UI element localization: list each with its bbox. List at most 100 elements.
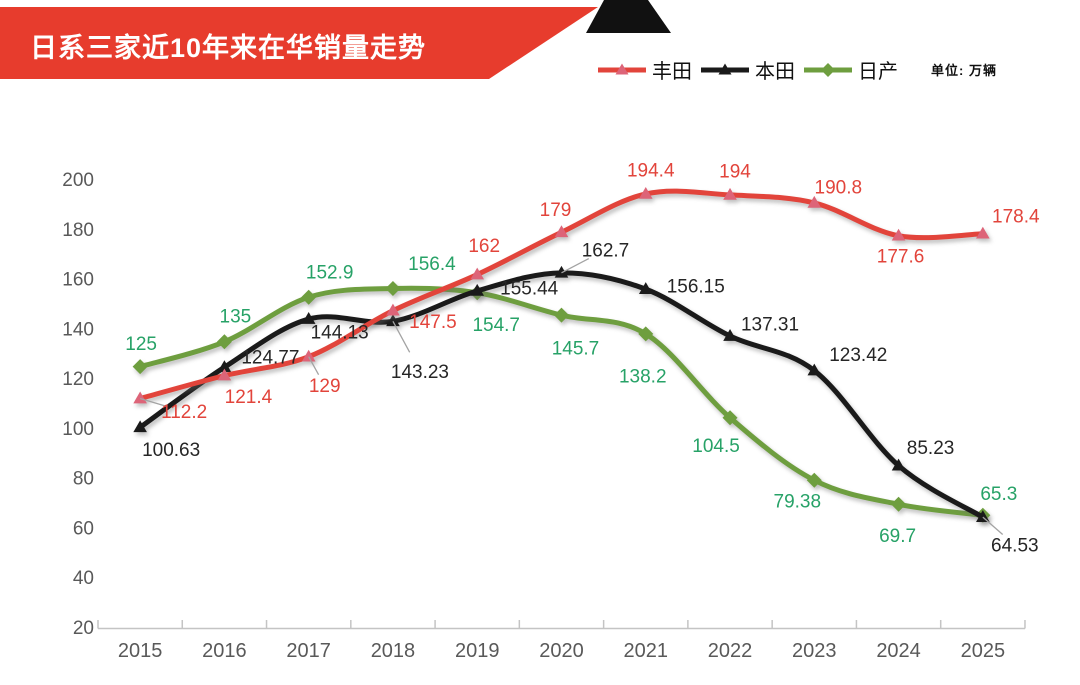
honda-marker-icon xyxy=(554,265,569,278)
legend-label-nissan: 日产 xyxy=(858,61,898,83)
toyota-marker-icon xyxy=(386,303,400,316)
nissan-marker-icon xyxy=(638,326,654,342)
honda-data-label: 143.23 xyxy=(391,362,449,383)
y-axis-label: 180 xyxy=(62,220,94,241)
legend-label-honda: 本田 xyxy=(755,61,795,83)
toyota-data-label: 129 xyxy=(309,376,341,397)
y-axis-label: 80 xyxy=(73,469,94,490)
honda-label-leader xyxy=(392,320,411,353)
x-axis-label: 2018 xyxy=(371,640,416,662)
x-axis-label: 2015 xyxy=(118,640,163,662)
honda-data-label: 144.13 xyxy=(311,323,369,344)
honda-data-label: 137.31 xyxy=(741,315,799,336)
y-axis-label: 100 xyxy=(62,419,94,440)
toyota-marker-icon xyxy=(976,226,990,239)
honda-label-leader xyxy=(561,257,590,274)
page-title: 日系三家近10年来在华销量走势 xyxy=(30,33,427,63)
toyota-marker-icon xyxy=(470,267,485,280)
nissan-data-label: 138.2 xyxy=(619,366,667,387)
x-axis-label: 2023 xyxy=(792,640,837,662)
honda-line-swatch-icon xyxy=(701,63,749,74)
x-axis-label: 2019 xyxy=(455,640,500,662)
x-axis-label: 2016 xyxy=(202,640,247,662)
nissan-marker-icon xyxy=(553,307,569,323)
y-axis-label: 140 xyxy=(62,319,94,340)
title-banner: 日系三家近10年来在华销量走势 xyxy=(0,0,1080,90)
x-axis-label: 2020 xyxy=(539,640,584,662)
nissan-data-label: 69.7 xyxy=(879,526,916,547)
toyota-marker-icon xyxy=(638,186,653,199)
nissan-data-label: 125 xyxy=(125,334,157,355)
y-axis-label: 60 xyxy=(73,518,94,539)
y-axis-label: 40 xyxy=(73,568,94,589)
honda-data-label: 85.23 xyxy=(907,438,955,459)
honda-data-label: 123.42 xyxy=(829,345,887,366)
legend: 丰田 本田 日产 单位: 万辆 xyxy=(598,55,997,84)
banner-shape xyxy=(0,0,671,79)
honda-data-label: 124.77 xyxy=(241,348,299,369)
toyota-data-label: 121.4 xyxy=(225,387,273,408)
honda-marker-icon xyxy=(723,329,737,341)
honda-label-leader xyxy=(982,516,1004,536)
nissan-data-label: 104.5 xyxy=(692,436,740,457)
toyota-data-label: 162 xyxy=(468,236,500,257)
nissan-marker-icon xyxy=(132,359,148,375)
honda-marker-icon xyxy=(133,420,147,433)
honda-marker-icon xyxy=(891,458,906,471)
honda-marker-icon xyxy=(638,282,653,294)
honda-marker-icon xyxy=(386,314,400,327)
honda-marker-icon xyxy=(301,312,316,324)
nissan-marker-icon xyxy=(301,289,317,305)
toyota-line-swatch-icon xyxy=(598,63,646,74)
nissan-data-label: 156.4 xyxy=(408,254,456,275)
honda-data-label: 155.44 xyxy=(500,278,559,299)
toyota-marker-icon xyxy=(723,187,737,200)
nissan-data-label: 135 xyxy=(220,306,252,327)
x-axis-label: 2024 xyxy=(876,640,921,662)
nissan-data-label: 145.7 xyxy=(552,339,600,360)
toyota-data-label: 194 xyxy=(719,161,751,182)
toyota-marker-icon xyxy=(301,349,316,362)
toyota-marker-icon xyxy=(891,228,906,241)
honda-data-label: 100.63 xyxy=(142,440,200,461)
y-axis-label: 20 xyxy=(73,618,94,639)
nissan-marker-icon xyxy=(385,281,401,297)
legend-label-toyota: 丰田 xyxy=(652,61,692,83)
nissan-data-label: 79.38 xyxy=(774,492,822,513)
toyota-marker-icon xyxy=(807,195,822,208)
honda-marker-icon xyxy=(976,510,990,522)
toyota-data-label: 194.4 xyxy=(627,160,675,181)
honda-marker-icon xyxy=(470,283,485,296)
honda-data-label: 162.7 xyxy=(582,240,630,261)
toyota-label-leader xyxy=(308,356,320,376)
toyota-data-label: 112.2 xyxy=(161,402,207,423)
toyota-data-label: 177.6 xyxy=(877,246,925,267)
nissan-marker-icon xyxy=(806,472,822,488)
honda-marker-icon xyxy=(807,363,822,376)
toyota-marker-icon xyxy=(554,225,569,238)
honda-marker-icon xyxy=(217,360,232,373)
x-axis-label: 2017 xyxy=(286,640,331,662)
y-axis-label: 200 xyxy=(62,170,94,191)
toyota-series xyxy=(133,186,990,404)
unit-label: 单位: 万辆 xyxy=(931,63,997,78)
toyota-data-label: 179 xyxy=(540,200,572,221)
nissan-line-swatch-icon xyxy=(804,62,852,77)
toyota-data-label: 147.5 xyxy=(409,312,457,333)
x-axis-label: 2022 xyxy=(708,640,753,662)
nissan-marker-icon xyxy=(891,496,907,512)
nissan-data-label: 65.3 xyxy=(980,484,1017,505)
honda-data-label: 64.53 xyxy=(991,536,1039,557)
nissan-marker-icon xyxy=(722,410,738,426)
nissan-marker-icon xyxy=(216,334,232,350)
legend-item-toyota: 丰田 xyxy=(598,55,701,84)
banner-ribbon xyxy=(0,7,598,79)
y-axis-label: 160 xyxy=(62,270,94,291)
nissan-data-label: 154.7 xyxy=(472,315,520,336)
legend-item-nissan: 日产 xyxy=(804,55,907,84)
toyota-data-label: 178.4 xyxy=(992,206,1040,227)
banner-flag-triangle xyxy=(586,0,671,33)
toyota-marker-icon xyxy=(217,368,232,381)
toyota-label-leader xyxy=(139,397,168,408)
